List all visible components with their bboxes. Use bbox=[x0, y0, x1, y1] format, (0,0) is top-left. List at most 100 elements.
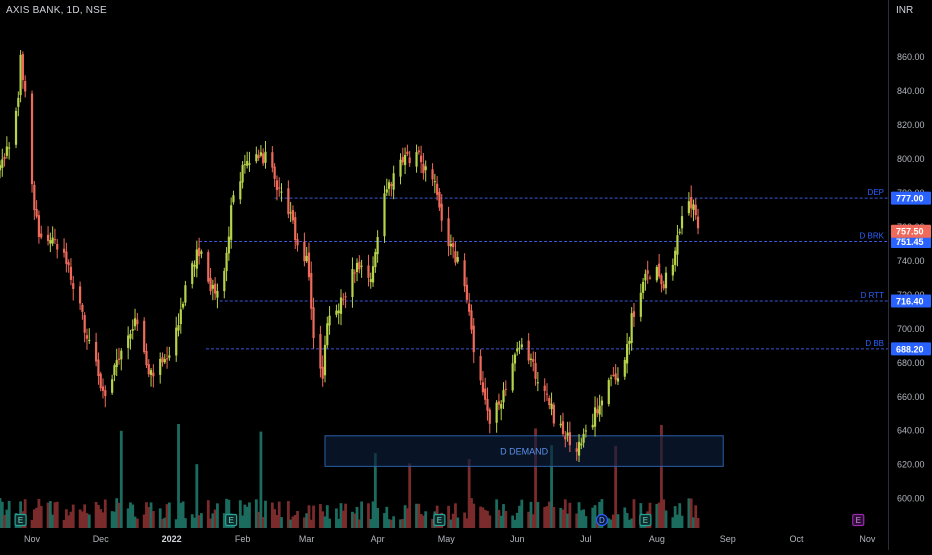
candle-body bbox=[504, 388, 507, 390]
volume-bar bbox=[158, 508, 162, 528]
event-marker[interactable]: E bbox=[433, 513, 446, 527]
volume-bar bbox=[467, 459, 471, 528]
candle bbox=[607, 377, 610, 407]
volume-bar bbox=[270, 502, 274, 528]
current-price-badge: 757.50 bbox=[896, 227, 924, 237]
candle-body bbox=[291, 210, 295, 221]
volume-bar bbox=[399, 519, 402, 528]
level-price-badge: 688.20 bbox=[896, 344, 924, 354]
candle-body bbox=[136, 319, 139, 325]
candle-body bbox=[223, 270, 226, 292]
candle-body bbox=[403, 154, 407, 166]
candle-body bbox=[671, 264, 674, 276]
event-marker[interactable]: E bbox=[14, 513, 27, 527]
candle-body bbox=[287, 188, 290, 215]
volume-bar bbox=[479, 506, 483, 528]
candle bbox=[181, 301, 185, 310]
earnings-badge[interactable] bbox=[14, 513, 27, 527]
candle bbox=[214, 277, 217, 300]
event-marker[interactable]: E bbox=[639, 513, 652, 527]
candle-body bbox=[37, 215, 41, 237]
level-price-badge: 751.45 bbox=[896, 237, 924, 247]
volume-bar bbox=[37, 499, 41, 528]
candle-body bbox=[353, 272, 356, 274]
candle-body bbox=[367, 265, 370, 278]
volume-bar bbox=[531, 514, 535, 528]
candle bbox=[520, 337, 523, 350]
candle bbox=[367, 254, 370, 287]
candle bbox=[465, 277, 468, 304]
earnings-badge[interactable] bbox=[639, 513, 652, 527]
candle-body bbox=[248, 163, 251, 165]
candle-body bbox=[548, 397, 551, 406]
price-tick-label: 740.00 bbox=[897, 256, 925, 266]
volume-bar bbox=[513, 519, 517, 528]
candle bbox=[374, 248, 377, 273]
candle-body bbox=[678, 231, 681, 233]
volume-bar bbox=[625, 513, 629, 528]
volume-bar bbox=[405, 508, 409, 528]
candle bbox=[280, 183, 283, 202]
time-tick-label: Sep bbox=[720, 534, 736, 544]
candle bbox=[529, 353, 533, 367]
candle bbox=[83, 312, 86, 343]
candle bbox=[0, 160, 2, 179]
volume-bar bbox=[465, 518, 469, 528]
volume-bar bbox=[129, 502, 132, 528]
volume-bar bbox=[616, 514, 620, 528]
candle-body bbox=[216, 290, 219, 298]
candle bbox=[287, 180, 290, 219]
volume-bar bbox=[534, 428, 537, 528]
dividend-badge[interactable] bbox=[595, 513, 609, 527]
volume-bar bbox=[337, 518, 341, 528]
candle bbox=[582, 428, 585, 448]
candle bbox=[53, 228, 57, 244]
candle bbox=[674, 247, 677, 272]
candle bbox=[65, 242, 68, 273]
volume-bar bbox=[195, 464, 199, 528]
candle-body bbox=[305, 255, 308, 262]
candle-body bbox=[392, 173, 395, 190]
earnings-badge[interactable] bbox=[225, 513, 238, 527]
volume-bar bbox=[355, 506, 359, 528]
time-axis[interactable]: Nov Dec 2022 Feb Mar Apr May Jun Jul Aug Sep Oct Nov bbox=[24, 534, 876, 544]
candle-body bbox=[83, 315, 86, 333]
earnings-badge[interactable] bbox=[852, 513, 865, 527]
price-axis[interactable]: 600.00620.00640.00660.00680.00700.00720.… bbox=[888, 0, 932, 550]
candle bbox=[696, 208, 700, 235]
earnings-badge[interactable] bbox=[433, 513, 446, 527]
event-marker[interactable]: E bbox=[852, 513, 865, 527]
candle-body bbox=[690, 197, 693, 209]
candle bbox=[596, 397, 599, 418]
volume-bar bbox=[55, 501, 59, 528]
candle-body bbox=[227, 236, 230, 254]
volume-bar bbox=[101, 512, 105, 528]
candle-body bbox=[422, 163, 425, 174]
volume-bar bbox=[147, 507, 151, 528]
volume-bar bbox=[161, 518, 164, 528]
volume-bar bbox=[0, 501, 4, 528]
candle-body bbox=[239, 181, 242, 200]
candle bbox=[85, 328, 89, 350]
candle bbox=[552, 402, 555, 427]
candle bbox=[358, 255, 361, 274]
volume-bar bbox=[657, 502, 661, 528]
volume-bar bbox=[614, 445, 618, 528]
event-marker[interactable]: E bbox=[225, 513, 238, 527]
candle bbox=[200, 249, 203, 259]
candle-body bbox=[520, 344, 523, 348]
candle-body bbox=[280, 191, 283, 193]
volume-bar bbox=[547, 501, 551, 528]
candle bbox=[344, 292, 347, 309]
candle bbox=[69, 258, 73, 286]
volume-bar bbox=[463, 512, 466, 528]
candle bbox=[161, 352, 164, 367]
candle bbox=[255, 146, 258, 164]
candle-body bbox=[614, 373, 617, 380]
event-marker[interactable]: D bbox=[595, 513, 609, 527]
time-tick-label: Aug bbox=[649, 534, 665, 544]
candle-body bbox=[694, 204, 697, 216]
